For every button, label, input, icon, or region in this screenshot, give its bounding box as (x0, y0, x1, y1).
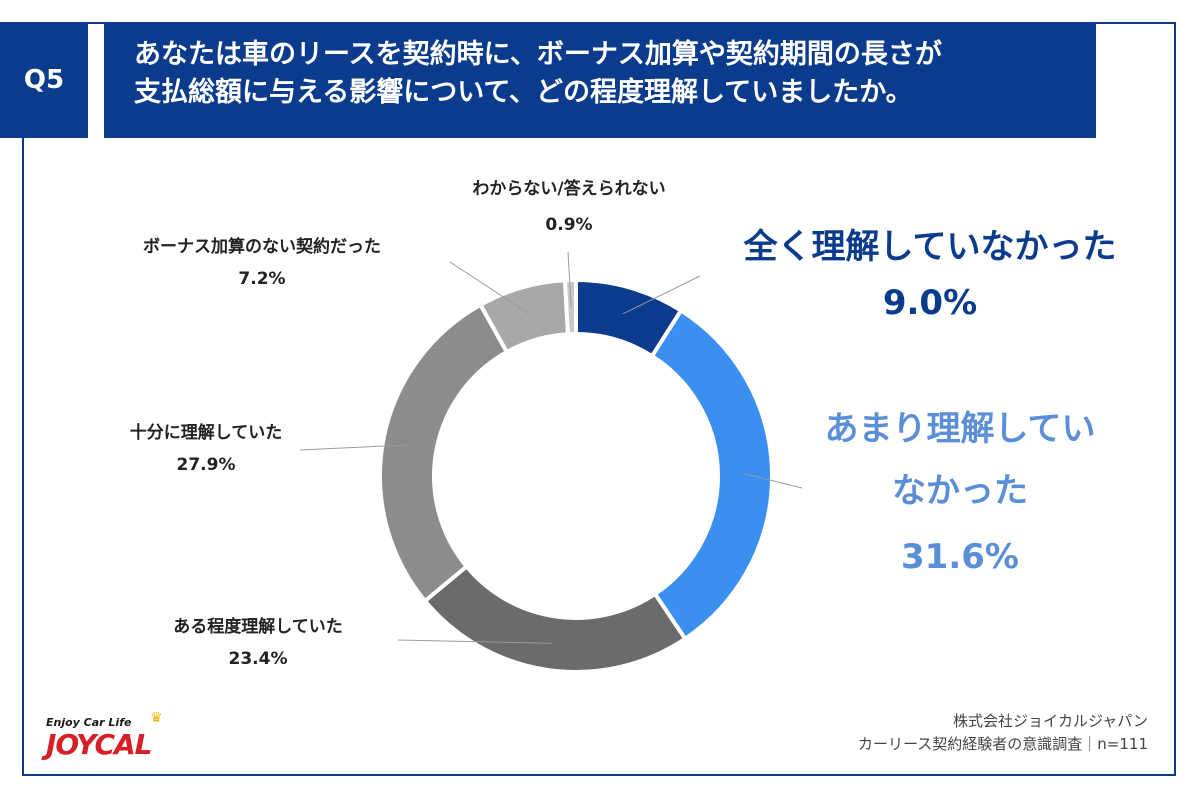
question-title-line-1: あなたは車のリースを契約時に、ボーナス加算や契約期間の長さが (134, 39, 942, 70)
slice-label-text: ある程度理解していた (173, 616, 343, 637)
slice-value-label: 7.2% (238, 269, 285, 289)
donut-slice (422, 563, 688, 674)
slice-label-text: 全く理解していなかった (743, 227, 1117, 267)
slice-label-text: なかった (892, 471, 1028, 511)
leader-line (299, 444, 410, 451)
source-company: 株式会社ジョイカルジャパン (952, 712, 1148, 730)
leader-line (622, 275, 701, 315)
crown-icon: ♛ (150, 710, 163, 726)
slice-label: 十分に理解していた 27.9% (130, 422, 283, 475)
slice-value-label: 9.0% (883, 283, 977, 323)
slice-label: 全く理解していなかった 9.0% (743, 227, 1117, 323)
slice-value-label: 23.4% (229, 649, 288, 669)
slice-label-text: ボーナス加算のない契約だった (143, 236, 381, 257)
leader-line (744, 473, 803, 489)
source-note: 株式会社ジョイカルジャパン カーリース契約経験者の意識調査｜n=111 (858, 710, 1148, 756)
leader-line (397, 639, 552, 644)
logo-tagline: Enjoy Car Life (46, 716, 132, 729)
slice-label-text: わからない/答えられない (472, 178, 665, 199)
logo-wordmark: JOYCAL (46, 728, 153, 761)
slice-label: わからない/答えられない 0.9% (472, 178, 665, 235)
donut-slice (562, 277, 578, 337)
slice-label: ボーナス加算のない契約だった 7.2% (143, 236, 381, 289)
question-number-badge: Q5 (0, 22, 88, 138)
question-title: あなたは車のリースを契約時に、ボーナス加算や契約期間の長さが 支払総額に与える影… (104, 22, 1096, 138)
company-logo: Enjoy Car Life ♛ JOYCAL (46, 710, 196, 764)
slice-label-text: 十分に理解していた (130, 422, 283, 443)
donut-slice (649, 307, 774, 642)
leader-line (449, 261, 530, 315)
slice-value-label: 31.6% (901, 537, 1019, 577)
slice-value-label: 0.9% (545, 215, 592, 235)
slice-label-text: あまり理解してい (825, 409, 1096, 449)
leader-line (567, 251, 572, 308)
question-title-line-2: 支払総額に与える影響について、どの程度理解していましたか。 (134, 77, 913, 108)
slice-value-label: 27.9% (177, 455, 236, 475)
source-survey: カーリース契約経験者の意識調査｜n=111 (858, 735, 1148, 753)
slice-label: ある程度理解していた 23.4% (173, 616, 343, 669)
donut-slice (378, 302, 510, 604)
